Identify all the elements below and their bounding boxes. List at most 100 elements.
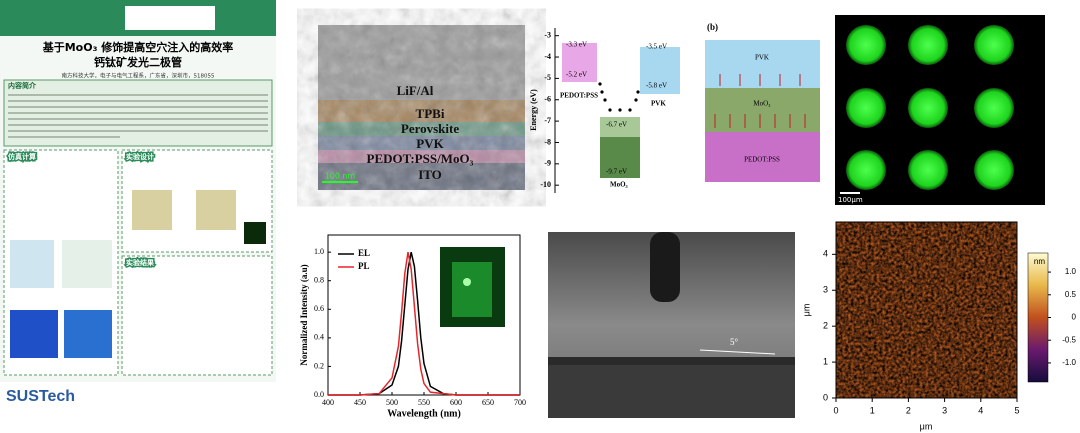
energy-level-label: -3.3 eV <box>566 41 587 49</box>
panel-label: (b) <box>707 22 718 32</box>
y-tick-label: -6 <box>544 95 551 104</box>
legend-label: EL <box>358 248 370 258</box>
contact-angle-image: 5° <box>548 232 795 418</box>
poster-text-lines <box>8 94 268 138</box>
poster-figure <box>10 310 58 358</box>
inset-photo-device <box>452 262 492 317</box>
y-tick-label: -8 <box>544 137 551 146</box>
y-tick-label: 0 <box>823 392 828 402</box>
sem-image: LiF/Al TPBi Perovskite PVK PEDOT:PSS/MoO… <box>318 25 525 190</box>
fluorescence-dot <box>846 25 886 65</box>
poster-figure <box>196 190 236 230</box>
angle-line <box>699 349 776 355</box>
poster-title: 钙钛矿发光二极管 <box>94 55 182 69</box>
structure-layer-label: MoO₃ <box>753 100 771 108</box>
x-tick-label: 2 <box>906 405 911 415</box>
x-tick-label: 600 <box>450 398 462 407</box>
poster-section: 实验结果 <box>126 258 154 267</box>
energy-diagram: Energy (eV) -3.3 eV -5.2 eV -3.5 eV -5.8… <box>529 28 680 193</box>
x-tick-label: 5 <box>1014 405 1019 415</box>
fluorescence-dot <box>974 150 1014 190</box>
colorbar-tick-label: 1.0 <box>1065 267 1077 276</box>
colorbar-label: nm <box>1034 257 1045 266</box>
fluorescence-dot <box>846 88 886 128</box>
y-tick-label: 1 <box>823 356 828 366</box>
energy-level-label: -9.7 eV <box>606 168 627 176</box>
structure-layer <box>705 132 820 182</box>
energy-holes <box>598 82 640 112</box>
y-tick-label: -3 <box>544 31 551 40</box>
y-axis-label: μm <box>801 304 811 317</box>
fluorescence-dot <box>974 25 1014 65</box>
x-tick-label: 550 <box>418 398 430 407</box>
x-tick-label: 4 <box>978 405 983 415</box>
structure-layer-label: PVK <box>755 54 769 62</box>
energy-level-box <box>640 47 680 94</box>
y-tick-label: -5 <box>544 73 551 82</box>
poster-logo: SUSTech <box>6 388 75 405</box>
structure-diagram: (b) PVK MoO₃ PEDOT:PSS <box>705 22 820 182</box>
poster-affiliation: 南方科技大学，电子与电气工程系，广东省，深圳市，518055 <box>62 72 215 80</box>
fluorescence-scale-label: 100μm <box>838 196 863 204</box>
colorbar-tick-label: -0.5 <box>1062 335 1076 344</box>
series-line <box>328 252 520 396</box>
y-tick-label: 0.4 <box>314 333 324 342</box>
sem-layer-label: ITO <box>418 167 442 182</box>
substrate <box>548 357 795 365</box>
plot-frame <box>835 221 1018 399</box>
inset-photo-emission <box>463 278 471 286</box>
energy-level-label: -6.7 eV <box>606 121 627 129</box>
fluorescence-dot <box>908 150 948 190</box>
sem-layer-label: TPBi <box>416 106 445 121</box>
poster-figure <box>10 240 54 288</box>
poster-section: 仿真计算 <box>8 152 36 161</box>
energy-material: PEDOT:PSS <box>560 92 598 100</box>
sem-layer-label: Perovskite <box>401 121 459 136</box>
poster-section: 实验设计 <box>126 152 154 161</box>
poster-section: 内容简介 <box>8 81 37 90</box>
x-tick-label: 400 <box>322 398 334 407</box>
energy-level-label: -5.8 eV <box>646 82 667 90</box>
energy-axis-label: Energy (eV) <box>529 89 538 131</box>
x-tick-label: 500 <box>386 398 398 407</box>
structure-layer-label: PEDOT:PSS <box>744 156 780 164</box>
needle <box>650 232 680 302</box>
y-tick-label: -9 <box>544 159 551 168</box>
contact-angle-label: 5° <box>730 337 739 347</box>
poster-figure <box>244 222 266 244</box>
fluorescence-dot <box>846 150 886 190</box>
sem-texture <box>318 25 525 190</box>
y-tick-label: 2 <box>823 321 828 331</box>
sem-scale-label: 100 nm <box>325 172 356 181</box>
x-tick-label: 1 <box>870 405 875 415</box>
sem-layer-label: PEDOT:PSS/MoO₃ <box>367 151 474 166</box>
colorbar <box>1027 252 1049 383</box>
afm-texture <box>836 222 1017 398</box>
spectrum-chart: Normalized Intensity (a.u) Wavelength (n… <box>299 234 526 419</box>
colorbar-tick-label: 0 <box>1072 313 1077 322</box>
energy-material: PVK <box>651 100 666 108</box>
y-tick-label: 4 <box>823 249 828 259</box>
fluorescence-dot <box>974 88 1014 128</box>
energy-level-label: -3.5 eV <box>646 43 667 51</box>
colorbar-tick-label: 0.5 <box>1065 290 1077 299</box>
y-tick-label: 0.2 <box>314 361 324 370</box>
poster-figure <box>132 190 172 230</box>
y-tick-label: -4 <box>544 52 551 61</box>
y-tick-label: 1.0 <box>314 247 324 256</box>
poster-title: 基于MoO₃ 修饰提高空穴注入的高效率 <box>42 40 234 54</box>
y-tick-label: 0.6 <box>314 304 324 313</box>
fluorescence-dot <box>908 25 948 65</box>
x-axis-label: Wavelength (nm) <box>387 408 461 419</box>
poster-figure <box>62 240 112 288</box>
structure-layer <box>705 40 820 88</box>
fluorescence-dot <box>908 88 948 128</box>
y-tick-label: -7 <box>544 116 551 125</box>
poster: 基于MoO₃ 修饰提高空穴注入的高效率 钙钛矿发光二极管 南方科技大学，电子与电… <box>0 0 276 410</box>
energy-level-label: -5.2 eV <box>566 71 587 79</box>
afm-chart: μm μm nm 0 1 2 3 4 5 0 1 2 3 4 1.0 0.5 0 -0.5 -1.0 <box>801 221 1077 431</box>
poster-result-box <box>121 255 273 376</box>
structure-layer <box>705 88 820 132</box>
